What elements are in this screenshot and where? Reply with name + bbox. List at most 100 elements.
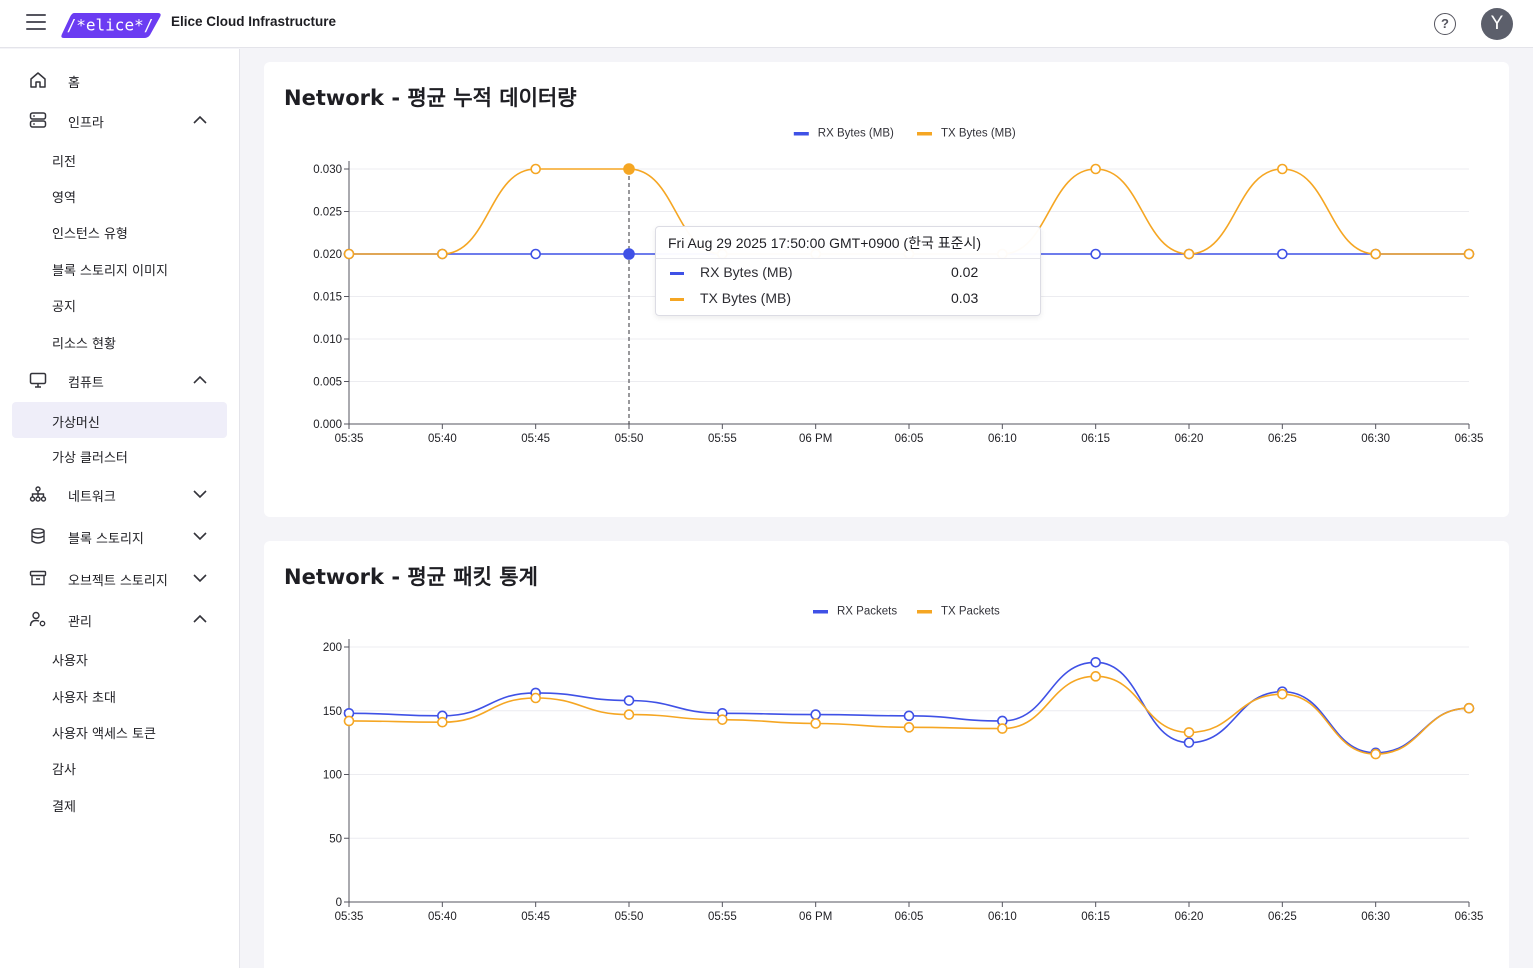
data-point xyxy=(437,248,448,260)
x-tick-label: 06:35 xyxy=(1455,433,1484,445)
sidebar-subitem-zone[interactable]: 영역 xyxy=(12,177,227,213)
x-tick-label: 05:50 xyxy=(615,911,644,923)
card-title: Network - 평균 누적 데이터량 xyxy=(284,86,577,110)
app-title: Elice Cloud Infrastructure xyxy=(171,14,337,29)
data-point xyxy=(1090,248,1101,260)
data-point xyxy=(1183,737,1195,748)
data-point xyxy=(810,709,821,720)
database-icon xyxy=(31,528,45,544)
monitor-icon xyxy=(29,372,47,388)
sidebar-item-infra[interactable]: 인프라 xyxy=(12,102,227,138)
data-point xyxy=(903,710,915,722)
x-tick-label: 05:35 xyxy=(335,433,364,445)
sidebar-item-label: 블록 스토리지 xyxy=(68,532,144,547)
sidebar-subitem-virtual-machine[interactable]: 가상머신 xyxy=(12,402,227,438)
sidebar-subitem-label: 리전 xyxy=(52,155,76,170)
legend-swatch xyxy=(793,132,809,136)
sidebar-subitem-block-storage-image[interactable]: 블록 스토리지 이미지 xyxy=(12,250,227,286)
data-point xyxy=(343,248,355,260)
sidebar-item-network[interactable]: 네트워크 xyxy=(12,476,227,512)
sidebar-subitem-label: 공지 xyxy=(52,300,76,315)
sidebar-subitem-user-invite[interactable]: 사용자 초대 xyxy=(12,677,227,713)
data-point xyxy=(810,718,821,729)
sidebar-item-label: 오브젝트 스토리지 xyxy=(68,574,168,589)
x-tick-label: 05:55 xyxy=(708,911,737,923)
chevron-up-icon[interactable] xyxy=(192,373,208,387)
chevron-down-icon[interactable] xyxy=(192,487,208,501)
avatar[interactable]: Y xyxy=(1481,8,1513,40)
x-tick-label: 06:30 xyxy=(1361,911,1390,923)
tooltip-series-value: 0.03 xyxy=(951,290,979,306)
menu-icon[interactable] xyxy=(26,14,46,34)
elice-logo[interactable]: /*elice*/ xyxy=(60,11,162,39)
help-icon[interactable]: ? xyxy=(1434,13,1456,35)
data-point xyxy=(623,709,635,720)
network-packets-chart[interactable]: RX Packets TX Packets 0 50 100 150 200 05:35 05:… xyxy=(264,541,1509,968)
y-tick-label: 0.025 xyxy=(313,207,342,219)
legend-swatch xyxy=(813,610,828,614)
data-point xyxy=(1370,748,1381,760)
series-line xyxy=(348,675,1470,755)
sidebar-subitem-label: 사용자 초대 xyxy=(52,691,116,706)
tooltip-row-tx: TX Bytes (MB) 0.03 xyxy=(656,288,1040,310)
data-point xyxy=(1090,671,1101,682)
chevron-up-icon[interactable] xyxy=(192,113,208,127)
sidebar-subitem-access-token[interactable]: 사용자 액세스 토큰 xyxy=(12,713,227,749)
x-tick-label: 05:40 xyxy=(428,911,457,923)
data-point xyxy=(1183,248,1195,260)
sidebar-subitem-label: 결제 xyxy=(52,800,76,815)
data-point xyxy=(530,163,541,175)
sidebar-subitem-audit[interactable]: 감사 xyxy=(12,749,227,785)
data-point xyxy=(1090,163,1101,175)
data-point xyxy=(623,163,635,175)
x-tick-label: 06:25 xyxy=(1268,911,1297,923)
sidebar-item-object-storage[interactable]: 오브젝트 스토리지 xyxy=(12,560,227,596)
sidebar-item-label: 컴퓨트 xyxy=(68,376,104,391)
sidebar-item-compute[interactable]: 컴퓨트 xyxy=(12,362,227,398)
x-tick-label: 05:45 xyxy=(521,911,550,923)
sidebar-subitem-virtual-cluster[interactable]: 가상 클러스터 xyxy=(12,437,227,473)
chevron-down-icon[interactable] xyxy=(192,529,208,543)
series-line xyxy=(348,661,1470,754)
x-tick-label: 06:05 xyxy=(895,911,924,923)
data-point xyxy=(1370,248,1381,260)
sidebar-subitem-label: 사용자 액세스 토큰 xyxy=(52,727,156,742)
x-tick-label: 06 PM xyxy=(799,911,832,923)
sidebar: 홈 인프라 리전 영역 인스턴스 유형 블록 스토리지 이미지 공지 리소스 현… xyxy=(0,49,240,968)
x-tick-label: 05:55 xyxy=(708,433,737,445)
sidebar-subitem-label: 가상 클러스터 xyxy=(52,451,128,466)
data-point xyxy=(903,722,915,733)
sidebar-item-label: 홈 xyxy=(68,76,80,91)
sidebar-subitem-users[interactable]: 사용자 xyxy=(12,640,227,676)
x-tick-label: 06:35 xyxy=(1455,911,1484,923)
chevron-down-icon[interactable] xyxy=(192,571,208,585)
tooltip-divider xyxy=(656,258,1040,259)
data-point xyxy=(997,723,1008,734)
legend-label: TX Bytes (MB) xyxy=(941,128,1016,140)
sidebar-subitem-label: 리소스 현황 xyxy=(52,337,116,352)
x-tick-label: 05:40 xyxy=(428,433,457,445)
x-tick-label: 05:45 xyxy=(521,433,550,445)
legend-label: RX Bytes (MB) xyxy=(818,128,894,140)
data-point xyxy=(530,248,541,260)
data-point xyxy=(437,716,448,728)
sidebar-item-label: 인프라 xyxy=(68,116,104,131)
sidebar-item-block-storage[interactable]: 블록 스토리지 xyxy=(12,518,227,554)
y-tick-label: 50 xyxy=(329,833,342,845)
x-tick-label: 06:15 xyxy=(1081,911,1110,923)
sidebar-subitem-instance-type[interactable]: 인스턴스 유형 xyxy=(12,213,227,249)
network-packets-card: Network - 평균 패킷 통계 RX Packets TX Packets 0… xyxy=(264,541,1509,968)
sidebar-subitem-resource-status[interactable]: 리소스 현황 xyxy=(12,323,227,359)
y-tick-label: 0.005 xyxy=(313,377,342,389)
sidebar-subitem-billing[interactable]: 결제 xyxy=(12,786,227,822)
logo-text: /*elice*/ xyxy=(67,16,154,35)
tooltip-series-name: RX Bytes (MB) xyxy=(700,264,793,280)
sidebar-subitem-region[interactable]: 리전 xyxy=(12,141,227,177)
legend-swatch xyxy=(917,610,932,614)
sidebar-subitem-notice[interactable]: 공지 xyxy=(12,286,227,322)
tooltip-swatch xyxy=(670,298,684,301)
sidebar-subitem-label: 가상머신 xyxy=(52,416,100,431)
chevron-up-icon[interactable] xyxy=(192,612,208,626)
sidebar-item-home[interactable]: 홈 xyxy=(12,62,227,98)
sidebar-item-management[interactable]: 관리 xyxy=(12,601,227,637)
